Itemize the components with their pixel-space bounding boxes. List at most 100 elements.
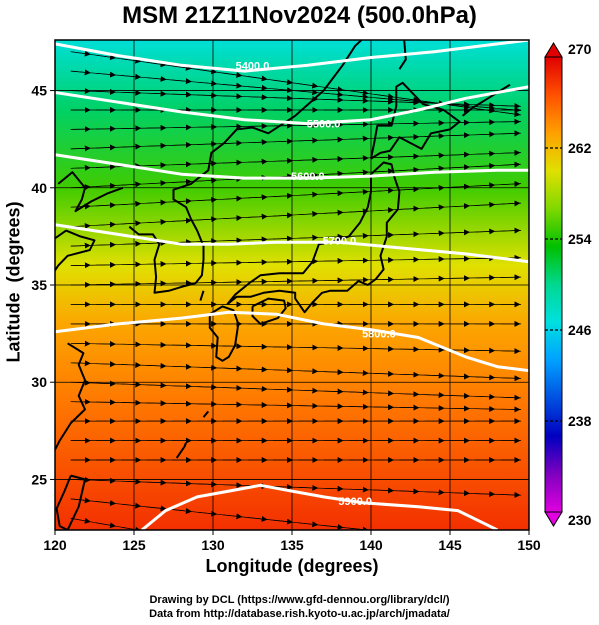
x-tick-label: 130 [201,537,225,553]
contour-label: 5700.0 [323,235,357,247]
wind-arrow [449,183,470,190]
wind-arrow [449,203,470,210]
wind-arrow [298,234,319,241]
wind-arrow [399,133,420,140]
wind-arrow [374,187,395,194]
contour-label: 5500.0 [307,119,341,131]
wind-arrow [197,177,218,184]
x-axis-label: Longitude (degrees) [205,556,379,576]
wind-arrow [222,71,243,78]
wind-arrow [449,392,470,399]
wind-arrow [121,526,142,530]
wind-arrow [323,523,344,530]
axes: 120 125 130 135 140 145 150 25 30 35 40 45 [31,83,540,553]
wind-arrow [475,182,496,189]
wind-arrow [323,485,344,492]
coastline-taiwan [55,474,86,530]
wind-arrow [197,80,218,87]
colorbar-body [544,56,563,513]
wind-arrow [197,384,218,391]
wind-arrow [500,491,521,498]
wind-arrow [424,489,445,496]
colorbar-max-triangle [544,42,563,58]
wind-arrow [298,210,319,217]
wind-arrow [272,87,293,94]
coastline-ryukyu-1 [175,442,188,459]
wind-arrow [475,150,496,157]
wind-arrow [222,214,243,221]
wind-arrow [323,209,344,216]
wind-arrow [272,192,293,199]
wind-arrow [425,581,444,584]
coastline-sakhalin [398,40,407,70]
wind-arrow [475,201,496,208]
wind-arrow [475,491,496,498]
wind-arrow [449,151,470,158]
wind-arrow [449,164,470,171]
coastline-shandong [55,229,96,273]
wind-arrow [348,93,369,100]
wind-arrow [399,231,420,238]
wind-arrow [222,82,243,89]
wind-arrow [424,204,445,211]
wind-arrow [222,195,243,202]
wind-arrow [222,237,243,244]
wind-arrow [424,372,445,379]
wind-arrow [348,169,369,176]
contour-label: 5400.0 [236,60,270,72]
wind-arrow [374,207,395,214]
contour-line [55,40,529,73]
wind-arrow [197,196,218,203]
contour-line [55,310,529,373]
wind-arrow [121,200,142,207]
wind-arrow [449,229,470,236]
wind-arrow [121,143,142,150]
wind-arrow [197,510,218,517]
wind-arrow [399,153,420,160]
wind-arrow [70,164,91,171]
chart-title: MSM 21Z11Nov2024 (500.0hPa) [122,2,477,29]
wind-arrow [171,480,192,487]
wind-arrow [121,181,142,188]
wind-arrow [424,184,445,191]
wind-arrow [146,218,167,225]
wind-arrow [70,184,91,191]
colorbar-tick-label: 230 [568,512,592,528]
wind-arrow [121,502,142,509]
height-contours: 5400.0 5500.0 5600.0 5700.0 5800.0 5900.0 [55,40,529,530]
wind-arrow [298,89,319,96]
wind-arrow [348,155,369,162]
wind-arrow [70,50,91,57]
wind-arrow [70,88,91,95]
wind-arrow [500,394,521,401]
coastline-china-north-coast [57,171,124,213]
y-tick-label: 25 [31,471,47,487]
wind-arrow [146,239,167,246]
y-axis-label: Latitude (degrees) [3,201,24,363]
wind-arrow [70,145,91,152]
wind-arrow [298,387,319,394]
wind-arrow [272,518,293,525]
wind-arrow [222,385,243,392]
wind-arrow [374,98,395,105]
wind-arrow [172,536,191,539]
wind-arrow [424,152,445,159]
wind-arrow [121,57,142,64]
wind-arrow [475,541,494,543]
wind-arrow [500,161,521,168]
wind-arrow [146,142,167,149]
wind-arrow [96,499,116,506]
y-tick-label: 35 [31,277,47,293]
wind-arrow [248,550,267,553]
wind-arrow [96,361,116,368]
wind-arrow [374,370,395,377]
wind-arrow [323,369,344,376]
wind-arrow [323,388,344,395]
colorbar-tick-label: 254 [568,231,592,247]
contour-label: 5800.0 [362,329,396,341]
wind-arrow [348,232,369,239]
wind-arrow [449,490,470,497]
wind-arrow [96,88,116,95]
coastline-honshu [226,161,401,314]
